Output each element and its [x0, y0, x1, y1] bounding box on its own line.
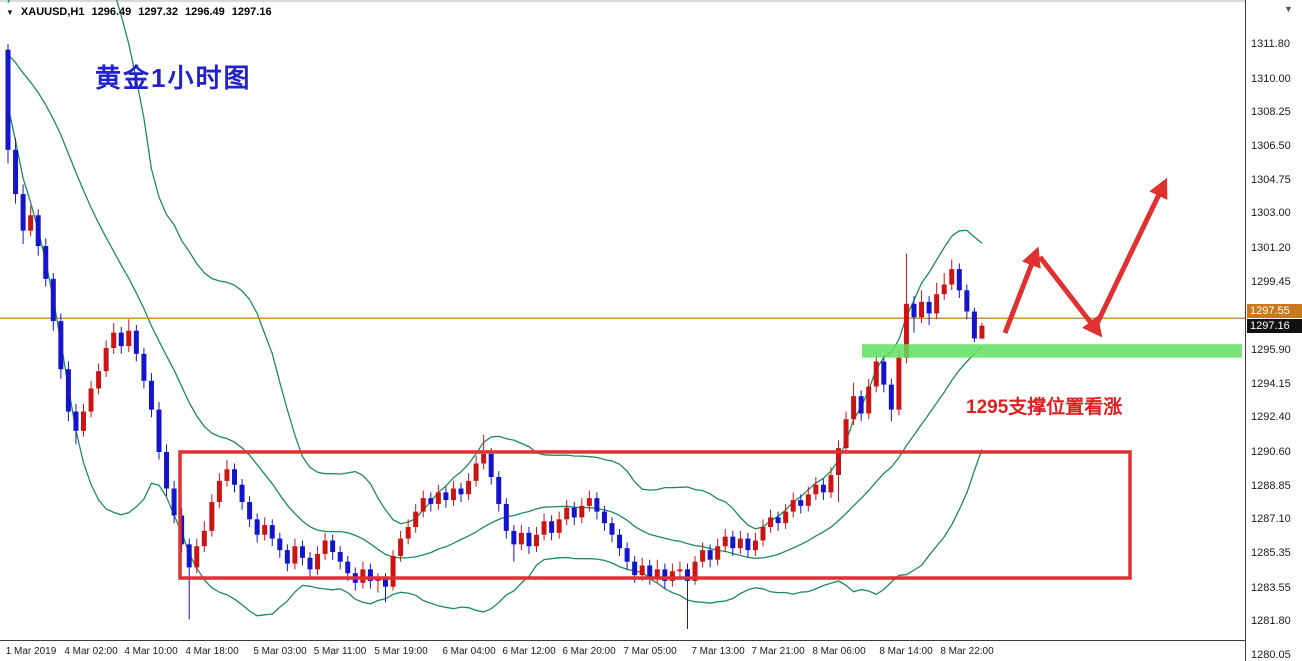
time-tick-label: 6 Mar 12:00 [502, 646, 556, 657]
chart-title-annotation: 黄金1小时图 [95, 63, 252, 93]
time-tick-label: 4 Mar 18:00 [185, 646, 239, 657]
candles-layer [5, 44, 985, 630]
time-tick-label: 6 Mar 04:00 [442, 646, 496, 657]
support-zone[interactable] [862, 344, 1242, 358]
price-tick-label: 1288.85 [1251, 480, 1291, 492]
time-tick-label: 5 Mar 11:00 [313, 646, 367, 657]
symbol-period-label: XAUUSD,H1 [20, 6, 85, 18]
price-tick-label: 1301.20 [1251, 242, 1291, 254]
time-axis[interactable]: 1 Mar 2019 4 Mar 02:00 4 Mar 10:00 4 Mar 18… [0, 640, 1245, 661]
ask-price-tag: 1297.55 [1247, 304, 1302, 318]
price-tick-label: 1283.55 [1251, 582, 1291, 594]
time-tick-label: 8 Mar 06:00 [812, 646, 866, 657]
price-tick-label: 1311.80 [1251, 38, 1290, 50]
symbol-dropdown-icon[interactable]: ▼ [6, 7, 14, 17]
time-tick-label: 7 Mar 05:00 [623, 646, 677, 657]
chart-shift-icon[interactable]: ▼ [1284, 4, 1293, 14]
time-tick-label: 7 Mar 13:00 [691, 646, 745, 657]
consolidation-box[interactable] [178, 450, 1132, 580]
price-tick-label: 1303.00 [1251, 207, 1291, 219]
ohlc-open: 1296.49 [91, 6, 132, 18]
price-axis[interactable]: 1311.80 1310.00 1308.25 1306.50 1304.75 1303.… [1245, 0, 1302, 661]
price-tick-label: 1280.05 [1251, 649, 1291, 661]
price-tick-label: 1290.60 [1251, 446, 1291, 458]
time-tick-label: 6 Mar 20:00 [562, 646, 616, 657]
time-tick-label: 8 Mar 22:00 [940, 646, 994, 657]
time-tick-label: 4 Mar 10:00 [124, 646, 178, 657]
bid-price-tag: 1297.16 [1247, 319, 1302, 333]
ohlc-high: 1297.32 [138, 6, 179, 18]
ohlc-low: 1296.49 [185, 6, 225, 18]
price-tick-label: 1294.15 [1251, 378, 1291, 390]
price-tick-label: 1295.90 [1251, 344, 1291, 356]
time-tick-label: 1 Mar 2019 [5, 646, 57, 657]
time-tick-label: 5 Mar 03:00 [253, 646, 307, 657]
ohlc-close: 1297.16 [231, 6, 272, 18]
chart-header: ▼ XAUUSD,H1 1296.49 1297.32 1296.49 1297… [6, 6, 272, 18]
time-tick-label: 8 Mar 14:00 [879, 646, 933, 657]
window-edge [0, 0, 1302, 2]
price-tick-label: 1299.45 [1251, 276, 1291, 288]
price-tick-label: 1287.10 [1251, 513, 1291, 525]
price-tick-label: 1306.50 [1251, 140, 1291, 152]
price-tick-label: 1304.75 [1251, 174, 1291, 186]
time-tick-label: 5 Mar 19:00 [374, 646, 428, 657]
price-tick-label: 1310.00 [1251, 73, 1291, 85]
price-tick-label: 1308.25 [1251, 106, 1291, 118]
price-tick-label: 1285.35 [1251, 547, 1291, 559]
support-annotation: 1295支撑位置看涨 [966, 397, 1123, 418]
time-tick-label: 4 Mar 02:00 [64, 646, 118, 657]
bollinger-bands [7, 0, 983, 617]
price-tick-label: 1281.80 [1251, 615, 1291, 627]
projection-arrows[interactable] [1002, 177, 1168, 338]
price-tick-label: 1292.40 [1251, 411, 1291, 423]
time-tick-label: 7 Mar 21:00 [751, 646, 805, 657]
